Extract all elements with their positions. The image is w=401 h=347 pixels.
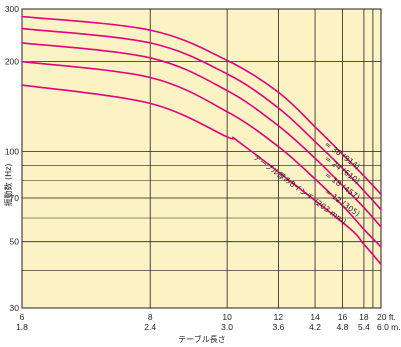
x-tick-label-ft: 6 [20,312,25,322]
y-tick-label: 30 [10,303,20,313]
x-tick-label-ft: 10 [222,312,232,322]
x-tick-labels: 61.8 82.4 103.0 123.6 144.2 164.8 185.4 20 ft.6… [16,312,401,332]
y-tick-label: 200 [5,57,19,67]
x-tick-label-m: 3.6 [272,322,284,332]
y-tick-label: 70 [10,193,20,203]
x-tick-label-ft: 8 [148,312,153,322]
y-tick-label: 100 [5,147,19,157]
x-axis-title: テーブル長さ [178,334,226,344]
x-tick-label-ft: 18 [359,312,369,322]
x-tick-label-m: 3.0 [221,322,233,332]
series-line [21,84,382,266]
y-tick-labels: 300 200 100 70 50 30 [5,4,19,313]
y-axis-title: 振動数 (Hz) [3,164,13,207]
x-tick-label-ft: 12 [274,312,284,322]
series-line [21,27,382,211]
series-line [21,15,382,196]
series-line [21,60,382,248]
x-tick-label-m: 4.8 [337,322,349,332]
y-tick-label: 300 [5,4,19,14]
series-line [21,42,382,228]
plot-background [22,9,381,308]
x-tick-label-m: 5.4 [358,322,370,332]
plot-frame [21,8,382,309]
x-tick-label-m: 4.2 [309,322,321,332]
x-tick-label-ft: 14 [310,312,320,322]
x-tick-label-m: 1.8 [16,322,28,332]
y-tick-label: 50 [10,237,20,247]
x-tick-label-ft: 20 ft. [377,312,396,322]
x-tick-label-m: 2.4 [144,322,156,332]
curves [21,15,382,266]
x-tick-label-m: 6.0 m. [377,322,401,332]
x-tick-label-ft: 16 [338,312,348,322]
